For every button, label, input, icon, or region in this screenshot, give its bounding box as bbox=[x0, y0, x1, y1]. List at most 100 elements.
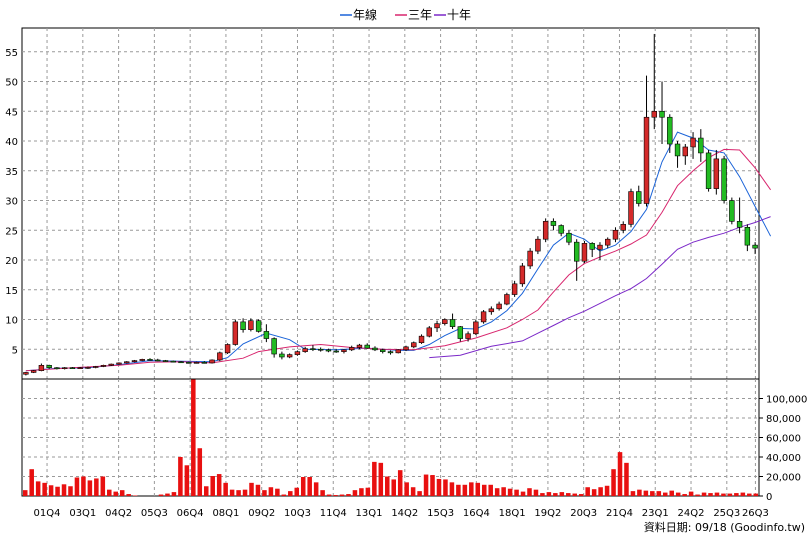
volume-bar bbox=[165, 493, 170, 496]
volume-bar bbox=[61, 484, 67, 496]
candle-body bbox=[23, 372, 29, 375]
legend: 年線 三年 十年 bbox=[340, 7, 471, 22]
volume-bar bbox=[107, 489, 112, 496]
volume-bar bbox=[682, 494, 687, 496]
candle-body bbox=[131, 360, 138, 363]
price-y-tick-label: 40 bbox=[5, 137, 18, 148]
volume-bar bbox=[734, 493, 739, 496]
candle bbox=[442, 318, 448, 326]
candle bbox=[310, 345, 316, 352]
volume-bar bbox=[675, 492, 681, 496]
volume-bar bbox=[113, 491, 119, 496]
candle-body bbox=[116, 362, 122, 365]
volume-bar bbox=[372, 461, 377, 496]
candle-body bbox=[302, 348, 308, 352]
x-tick-label: 16Q4 bbox=[463, 508, 490, 519]
candle bbox=[178, 361, 184, 364]
volume-bar bbox=[430, 475, 435, 496]
x-tick-label: 11Q4 bbox=[320, 508, 347, 519]
candle-body bbox=[457, 326, 464, 339]
volume-bar bbox=[203, 486, 209, 496]
candle bbox=[628, 188, 634, 228]
candle bbox=[457, 326, 464, 342]
candle-body bbox=[488, 308, 495, 313]
x-tick-label: 24Q2 bbox=[678, 508, 705, 519]
volume-bar bbox=[559, 492, 565, 496]
candle-body bbox=[193, 362, 200, 364]
candle bbox=[519, 262, 526, 287]
volume-bar bbox=[275, 488, 280, 496]
volume-bar bbox=[598, 487, 603, 496]
candle bbox=[581, 240, 588, 263]
candle-body bbox=[612, 229, 619, 240]
volume-bar bbox=[669, 490, 674, 496]
volume-bar bbox=[87, 480, 93, 496]
volume-bar bbox=[365, 487, 371, 496]
candle bbox=[131, 359, 138, 363]
volume-bar bbox=[611, 469, 616, 496]
candle bbox=[69, 367, 76, 369]
volume-bar bbox=[346, 494, 351, 496]
volume-bar bbox=[262, 490, 267, 496]
volume-bar bbox=[436, 478, 442, 496]
volume-bar bbox=[359, 488, 364, 496]
volume-bar bbox=[126, 494, 131, 496]
volume-bar bbox=[300, 476, 306, 496]
volume-bar bbox=[488, 484, 493, 496]
x-tick-label: 19Q2 bbox=[534, 508, 561, 519]
candle bbox=[116, 362, 122, 365]
volume-bar bbox=[591, 489, 597, 496]
candle-body bbox=[38, 365, 45, 371]
candle-body bbox=[108, 363, 114, 366]
candle bbox=[698, 129, 704, 162]
candle-body bbox=[271, 338, 277, 355]
price-gridlines bbox=[22, 28, 759, 379]
candle bbox=[550, 218, 557, 231]
volume-bar bbox=[747, 493, 752, 496]
candle bbox=[263, 324, 270, 343]
candle-body bbox=[566, 232, 572, 243]
price-y-tick-label: 15 bbox=[5, 286, 18, 297]
candle bbox=[286, 353, 293, 359]
volume-bar bbox=[313, 482, 319, 496]
volume-bar bbox=[255, 484, 261, 496]
volume-bar bbox=[662, 492, 668, 496]
x-tick-label: 08Q1 bbox=[212, 508, 239, 519]
candle-body bbox=[395, 349, 401, 354]
volume-bar bbox=[553, 493, 558, 496]
volume-bar bbox=[94, 478, 99, 496]
candle-body bbox=[628, 191, 634, 225]
volume-bar bbox=[320, 490, 325, 496]
volume-bar bbox=[572, 493, 578, 496]
legend-label-3year: 三年 bbox=[408, 8, 432, 22]
candle bbox=[155, 358, 161, 362]
candle-body bbox=[542, 221, 549, 240]
candle-body bbox=[341, 349, 347, 352]
candle-body bbox=[356, 344, 363, 348]
candle bbox=[38, 363, 45, 372]
volume-bar bbox=[637, 489, 642, 496]
candle bbox=[317, 347, 324, 352]
candle bbox=[411, 341, 417, 349]
x-axis: 01Q4 03Q1 04Q2 05Q3 06Q4 08Q1 09Q2 10Q3 11Q4 13Q1… bbox=[34, 508, 769, 519]
candle bbox=[201, 361, 208, 364]
price-panel: 5 10 15 20 25 30 35 40 45 50 55 bbox=[5, 27, 772, 380]
candle-body bbox=[721, 158, 727, 201]
candle bbox=[23, 371, 29, 376]
volume-bar bbox=[184, 465, 190, 496]
volume-bar bbox=[507, 488, 513, 496]
candle bbox=[85, 366, 91, 369]
volume-bar bbox=[514, 489, 519, 496]
volume-bar bbox=[294, 487, 300, 496]
volume-bar bbox=[307, 476, 312, 496]
candle-body bbox=[535, 238, 541, 252]
candle-body bbox=[573, 241, 580, 262]
x-tick-label: 05Q3 bbox=[141, 508, 168, 519]
candle-body bbox=[372, 347, 378, 351]
candle bbox=[597, 242, 603, 261]
candle bbox=[480, 309, 487, 324]
price-y-tick-label: 45 bbox=[5, 107, 18, 118]
volume-bar bbox=[650, 491, 655, 496]
volume-bar bbox=[216, 474, 222, 496]
candle bbox=[271, 337, 277, 358]
